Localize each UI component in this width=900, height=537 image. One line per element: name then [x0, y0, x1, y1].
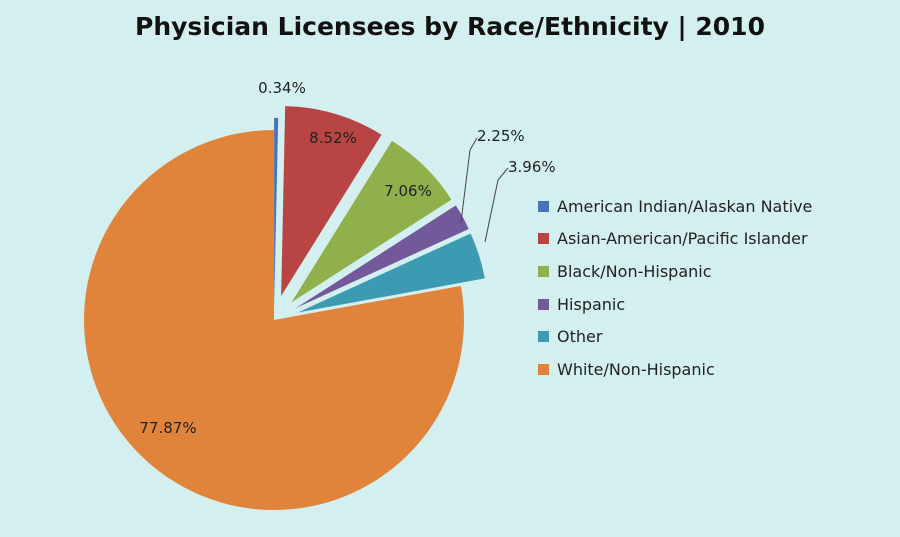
data-label: 7.06%	[384, 182, 432, 200]
legend-label: White/Non-Hispanic	[557, 359, 715, 379]
data-label: 77.87%	[139, 419, 196, 437]
legend-item: Other	[538, 320, 812, 353]
pie-slice	[295, 205, 469, 309]
legend-swatch	[538, 200, 549, 212]
data-label: 2.25%	[477, 127, 525, 145]
legend-item: Hispanic	[538, 288, 812, 321]
legend-label: Other	[557, 327, 603, 347]
legend-label: Asian-American/Pacific Islander	[557, 229, 808, 249]
legend-item: Black/Non-Hispanic	[538, 255, 812, 288]
legend-swatch	[538, 233, 549, 245]
legend: American Indian/Alaskan Native Asian-Amer…	[538, 190, 812, 386]
legend-item: White/Non-Hispanic	[538, 353, 812, 386]
leader-line	[460, 137, 478, 223]
leader-line	[484, 167, 509, 243]
legend-swatch	[538, 331, 549, 343]
data-label: 3.96%	[508, 158, 556, 176]
legend-swatch	[538, 363, 549, 375]
pie-slice	[274, 118, 279, 309]
pie-slice	[297, 233, 485, 313]
data-label: 8.52%	[309, 129, 357, 147]
pie-slice	[291, 140, 452, 303]
chart-title: Physician Licensees by Race/Ethnicity | …	[135, 12, 765, 41]
data-label: 0.34%	[258, 79, 306, 97]
legend-item: Asian-American/Pacific Islander	[538, 223, 812, 256]
legend-item: American Indian/Alaskan Native	[538, 190, 812, 223]
legend-swatch	[538, 265, 549, 277]
legend-label: Hispanic	[557, 294, 626, 314]
legend-label: American Indian/Alaskan Native	[557, 196, 813, 216]
pie-slice	[281, 106, 382, 297]
pie-slice	[84, 130, 465, 510]
legend-swatch	[538, 298, 549, 310]
legend-label: Black/Non-Hispanic	[557, 261, 712, 281]
